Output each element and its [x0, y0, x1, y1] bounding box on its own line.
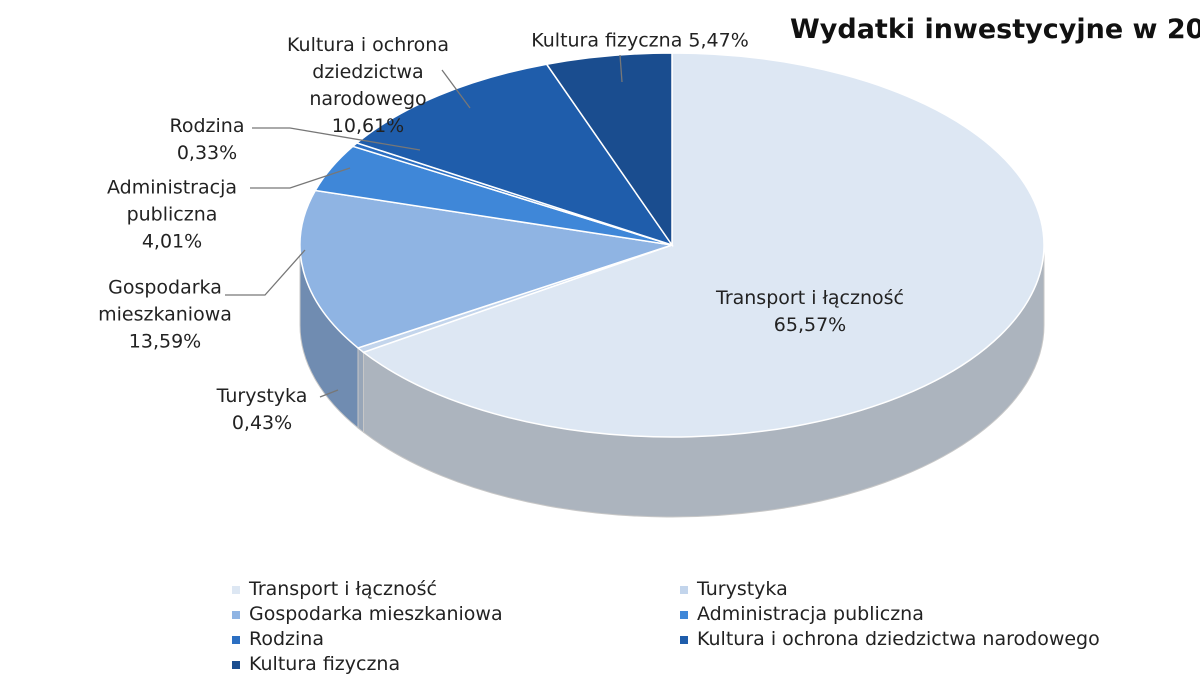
label-value: 10,61%	[331, 115, 405, 137]
leader-line	[252, 127, 421, 151]
label-category: Transport i łączność	[716, 287, 904, 309]
legend-marker	[232, 610, 240, 619]
leader-line	[319, 389, 339, 398]
legend-marker	[232, 585, 240, 594]
pie-slice	[355, 63, 674, 247]
label-value: 0,43%	[231, 412, 293, 434]
label-value: 13,59%	[128, 330, 202, 353]
data-label: Rodzina 0,33%	[152, 113, 262, 167]
data-label: Administracja publiczna 4,01%	[102, 175, 242, 256]
legend-marker	[232, 635, 240, 644]
label-category: Gospodarka mieszkaniowa	[98, 276, 232, 326]
label-value: 4,01%	[141, 230, 203, 253]
legend-item: Administracja publiczna	[680, 603, 924, 625]
label-category: Kultura i ochrona dziedzictwa narodowego	[287, 34, 449, 110]
label-category: Administracja publiczna	[106, 176, 237, 226]
legend-label: Transport i łączność	[249, 578, 437, 600]
legend-marker	[680, 635, 688, 644]
legend-item: Turystyka	[680, 578, 788, 600]
label-value: 65,57%	[773, 314, 847, 336]
legend-label: Kultura fizyczna	[249, 653, 401, 675]
legend-label: Administracja publiczna	[697, 603, 924, 625]
pie	[299, 52, 1045, 518]
data-label: Turystyka 0,43%	[202, 383, 322, 437]
pie-side	[357, 346, 364, 434]
pie-slice	[299, 189, 673, 349]
legend-item: Rodzina	[232, 628, 324, 650]
label-category: Rodzina	[169, 115, 245, 137]
legend-item: Transport i łączność	[232, 578, 437, 600]
pie-slice	[361, 52, 1045, 438]
data-label: Kultura fizyczna 5,47%	[510, 28, 770, 55]
data-label: Kultura i ochrona dziedzictwa narodowego…	[273, 32, 463, 140]
legend-marker	[232, 660, 240, 669]
legend-item: Gospodarka mieszkaniowa	[232, 603, 503, 625]
legend-label: Kultura i ochrona dziedzictwa narodowego	[697, 628, 1100, 650]
legend-marker	[680, 585, 688, 594]
leader-line	[225, 249, 306, 296]
legend-label: Rodzina	[249, 628, 324, 650]
legend-label: Gospodarka mieszkaniowa	[249, 603, 503, 625]
chart-title: Wydatki inwestycyjne w 2023 r.	[790, 14, 1200, 45]
label-category: Kultura fizyczna	[531, 29, 683, 52]
leader-line	[441, 69, 471, 109]
legend-marker	[680, 610, 688, 619]
data-label: Gospodarka mieszkaniowa 13,59%	[85, 275, 245, 356]
legend-item: Kultura fizyczna	[232, 653, 400, 675]
leader-line	[250, 167, 351, 189]
label-value: 0,33%	[176, 142, 238, 164]
label-value: 5,47%	[688, 29, 749, 52]
leader-line	[619, 54, 623, 83]
legend-item: Kultura i ochrona dziedzictwa narodowego	[680, 628, 1100, 650]
pie-slice	[545, 52, 673, 248]
label-category: Turystyka	[216, 385, 308, 407]
legend-label: Turystyka	[697, 578, 788, 600]
data-label: Transport i łączność 65,57%	[710, 285, 910, 339]
